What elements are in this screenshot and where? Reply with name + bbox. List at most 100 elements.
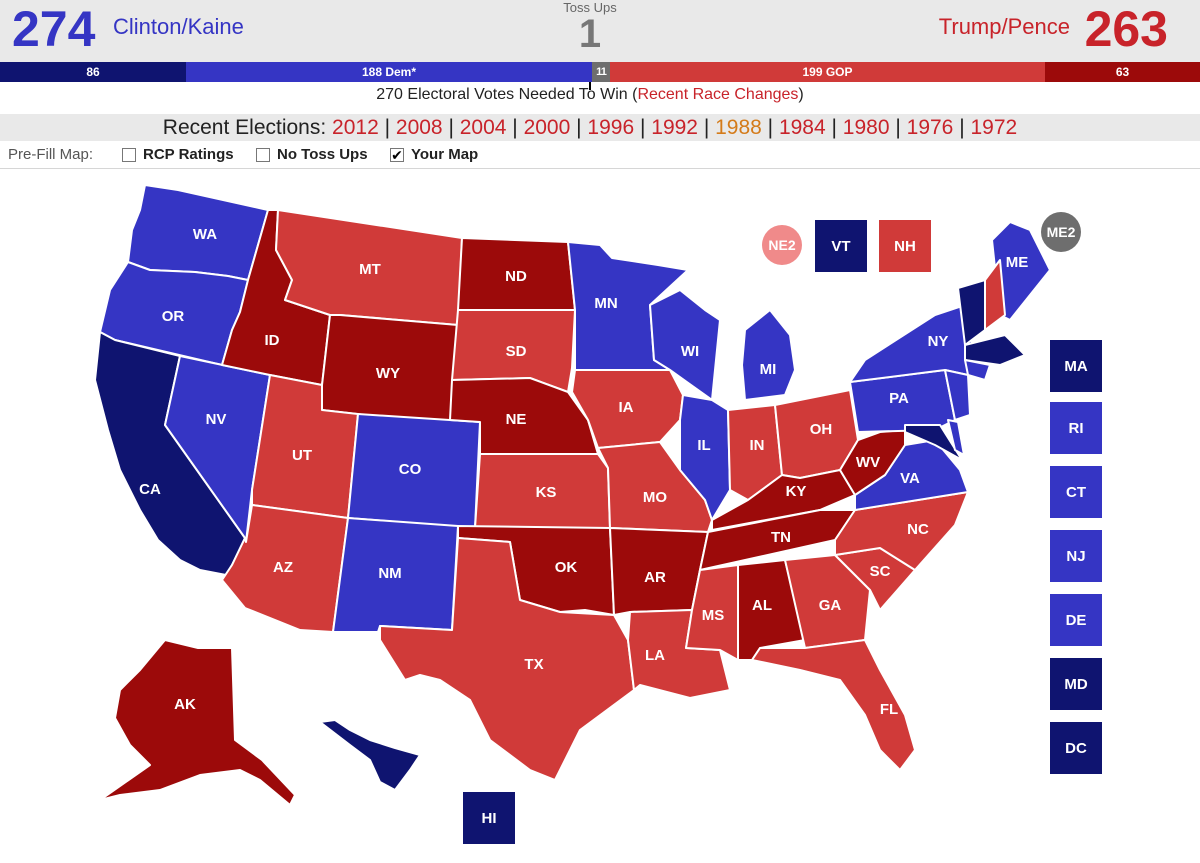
year-separator: | [697,116,716,139]
state-label-IN: IN [750,437,765,454]
election-year-1988[interactable]: 1988 [715,116,762,139]
year-separator: | [825,116,843,139]
election-year-1972[interactable]: 1972 [970,116,1018,139]
state-DC-box[interactable]: DC [1050,722,1102,774]
state-CT-shape[interactable] [964,359,991,381]
state-label-CA: CA [139,481,161,498]
your-map-checkbox[interactable]: ✔ [390,147,404,163]
election-year-1996[interactable]: 1996 [587,116,635,139]
state-DE-box[interactable]: DE [1050,594,1102,646]
state-label-NY: NY [928,333,949,350]
state-label-GA: GA [819,597,842,614]
bar-toss-b: 1 [600,66,607,78]
election-year-1976[interactable]: 1976 [906,116,954,139]
state-MI[interactable] [741,309,796,401]
district-NE2-circle[interactable]: NE2 [762,225,802,265]
state-MA-shape[interactable] [964,334,1026,366]
votes-needed-text: 270 Electoral Votes Needed To Win ( [376,86,638,103]
state-labels: WA OR CA NV ID MT WY UT AZ CO NM ND SD NE KS OK TX MN IA MO… [139,226,1028,718]
recent-elections-bar: Recent Elections: 2012 | 2008 | 2004 | 2… [0,114,1200,141]
votes-needed-line: 270 Electoral Votes Needed To Win (Recen… [0,86,1180,104]
state-label-NC: NC [907,521,929,538]
state-label-WV: WV [856,454,880,471]
state-label-IL: IL [697,437,710,454]
year-separator: | [570,116,588,139]
bar-toss-a: 1 [596,66,601,78]
prefill-label: Pre-Fill Map: [8,146,94,163]
state-MD-box[interactable]: MD [1050,658,1102,710]
electoral-vote-bar: 86 188 Dem* 11 199 GOP 63 [0,62,1200,82]
state-VT-box-label: VT [831,237,851,255]
state-label-AK: AK [174,696,196,713]
state-label-AZ: AZ [273,559,293,576]
no-toss-ups-label[interactable]: No Toss Ups [277,146,368,163]
state-label-VA: VA [900,470,920,487]
state-DE-shape[interactable] [947,419,965,456]
state-HI[interactable] [319,719,421,791]
election-year-1984[interactable]: 1984 [778,116,826,139]
district-NE2-label: NE2 [768,237,796,253]
state-label-TN: TN [771,529,791,546]
bar-lean-gop: 199 GOP [610,62,1045,82]
year-separator: | [506,116,524,139]
state-label-SD: SD [506,343,527,360]
state-RI-box[interactable]: RI [1050,402,1102,454]
rcp-ratings-checkbox[interactable] [122,148,136,162]
state-HI-box[interactable]: HI [463,792,515,844]
scoreboard-header: 274 Clinton/Kaine Toss Ups 1 Trump/Pence… [0,0,1200,62]
state-MD-box-label: MD [1064,675,1088,693]
state-label-OH: OH [810,421,833,438]
year-separator: | [761,116,779,139]
your-map-label[interactable]: Your Map [411,146,479,163]
state-NH-box-label: NH [894,237,916,255]
votes-needed-suffix: ) [798,86,804,103]
state-WV[interactable] [839,429,906,496]
state-label-ND: ND [505,268,527,285]
state-WI[interactable] [649,289,721,401]
state-label-NE: NE [506,411,527,428]
state-NJ-shape[interactable] [944,369,971,421]
state-NH-box[interactable]: NH [879,220,931,272]
state-DE-box-label: DE [1065,611,1087,629]
state-NJ-box[interactable]: NJ [1050,530,1102,582]
state-NH-shape[interactable] [984,259,1006,331]
state-AK[interactable] [99,639,296,806]
year-separator: | [378,116,396,139]
state-label-SC: SC [870,563,891,580]
state-label-WA: WA [193,226,217,243]
gop-electoral-total: 263 [1084,1,1168,57]
state-label-OK: OK [555,559,578,576]
state-GA[interactable] [784,554,871,649]
state-FL[interactable] [751,639,916,771]
prefill-map-bar: Pre-Fill Map: RCP Ratings No Toss Ups ✔ … [0,141,1200,169]
year-separator: | [953,116,971,139]
election-year-1980[interactable]: 1980 [842,116,890,139]
state-CT-box[interactable]: CT [1050,466,1102,518]
state-NY[interactable] [849,304,976,383]
district-ME2-label: ME2 [1046,224,1076,240]
dem-electoral-total: 274 [12,1,96,57]
no-toss-ups-checkbox[interactable] [256,148,270,162]
state-VT-box[interactable]: VT [815,220,867,272]
tossups-label: Toss Ups [563,0,617,15]
election-year-1992[interactable]: 1992 [651,116,698,139]
state-label-KS: KS [536,484,557,501]
state-RI-box-label: RI [1068,419,1084,437]
election-year-2008[interactable]: 2008 [395,116,443,139]
state-MD-shape[interactable] [904,424,963,461]
state-label-KY: KY [786,483,807,500]
year-separator: | [442,116,460,139]
tossups-count: 1 [578,12,602,56]
state-TX[interactable] [379,537,635,781]
state-label-AR: AR [644,569,666,586]
election-year-2004[interactable]: 2004 [459,116,507,139]
recent-elections-years: 2012 | 2008 | 2004 | 2000 | 1996 | 1992 … [332,116,1017,139]
district-ME2-circle[interactable]: ME2 [1041,212,1081,252]
recent-race-changes-link[interactable]: Recent Race Changes [637,86,799,103]
state-MA-box[interactable]: MA [1050,340,1102,392]
year-separator: | [634,116,652,139]
election-year-2012[interactable]: 2012 [332,116,379,139]
election-year-2000[interactable]: 2000 [523,116,571,139]
state-label-MT: MT [359,261,381,278]
rcp-ratings-label[interactable]: RCP Ratings [143,146,234,163]
